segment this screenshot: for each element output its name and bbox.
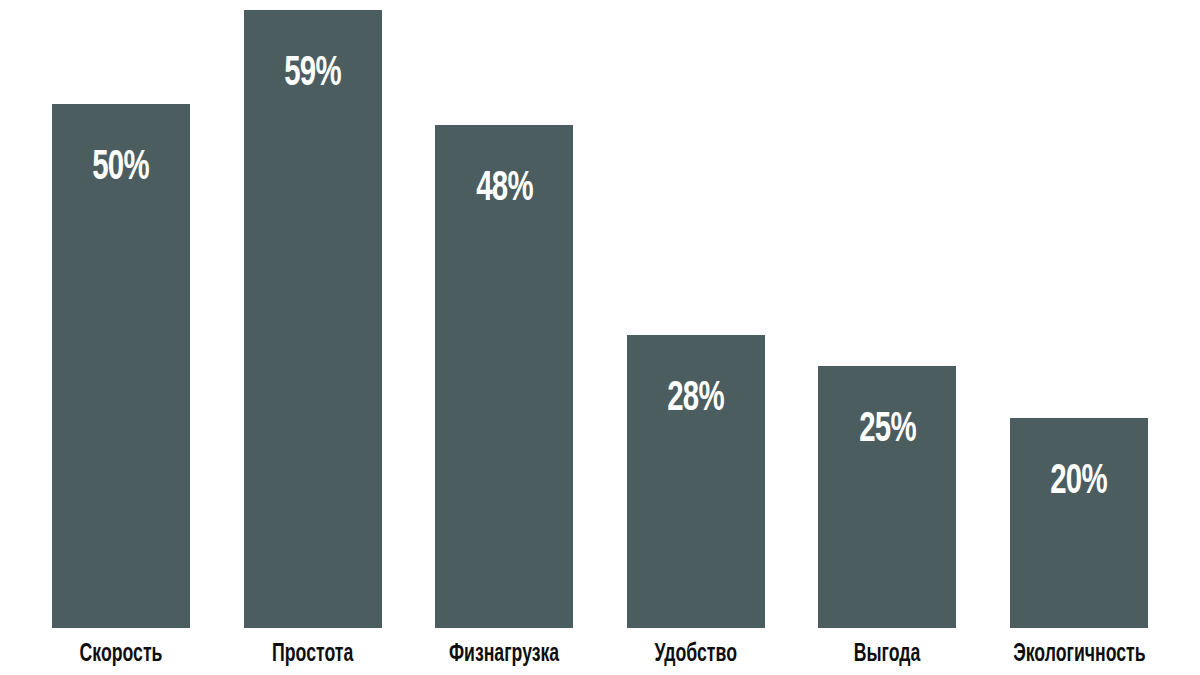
bar: 25%: [818, 366, 956, 628]
bar-value-label: 20%: [1051, 458, 1108, 500]
bar: 50%: [52, 104, 190, 628]
bar-column: 48% Физнагрузка: [435, 0, 573, 675]
bar-value-label: 28%: [667, 375, 724, 417]
category-label: Выгода: [854, 628, 921, 675]
bar-chart: 50% Скорость 59% Простота 48% Физнагрузка 28% У…: [0, 0, 1200, 675]
bar-value-label: 25%: [859, 406, 916, 448]
category-label: Экологичность: [1013, 628, 1145, 675]
bar: 20%: [1010, 418, 1148, 628]
bar: 48%: [435, 125, 573, 628]
category-label: Физнагрузка: [449, 628, 559, 675]
bar-column: 50% Скорость: [52, 0, 190, 675]
bar-value-label: 59%: [284, 50, 341, 92]
category-label: Удобство: [655, 628, 738, 675]
bar: 59%: [244, 10, 382, 628]
category-label: Простота: [272, 628, 353, 675]
bar-column: 28% Удобство: [627, 0, 765, 675]
bar-column: 59% Простота: [244, 0, 382, 675]
category-label: Скорость: [80, 628, 163, 675]
bar-column: 25% Выгода: [818, 0, 956, 675]
bar: 28%: [627, 335, 765, 628]
bar-column: 20% Экологичность: [1010, 0, 1148, 675]
bar-value-label: 48%: [476, 165, 533, 207]
bar-value-label: 50%: [93, 144, 150, 186]
